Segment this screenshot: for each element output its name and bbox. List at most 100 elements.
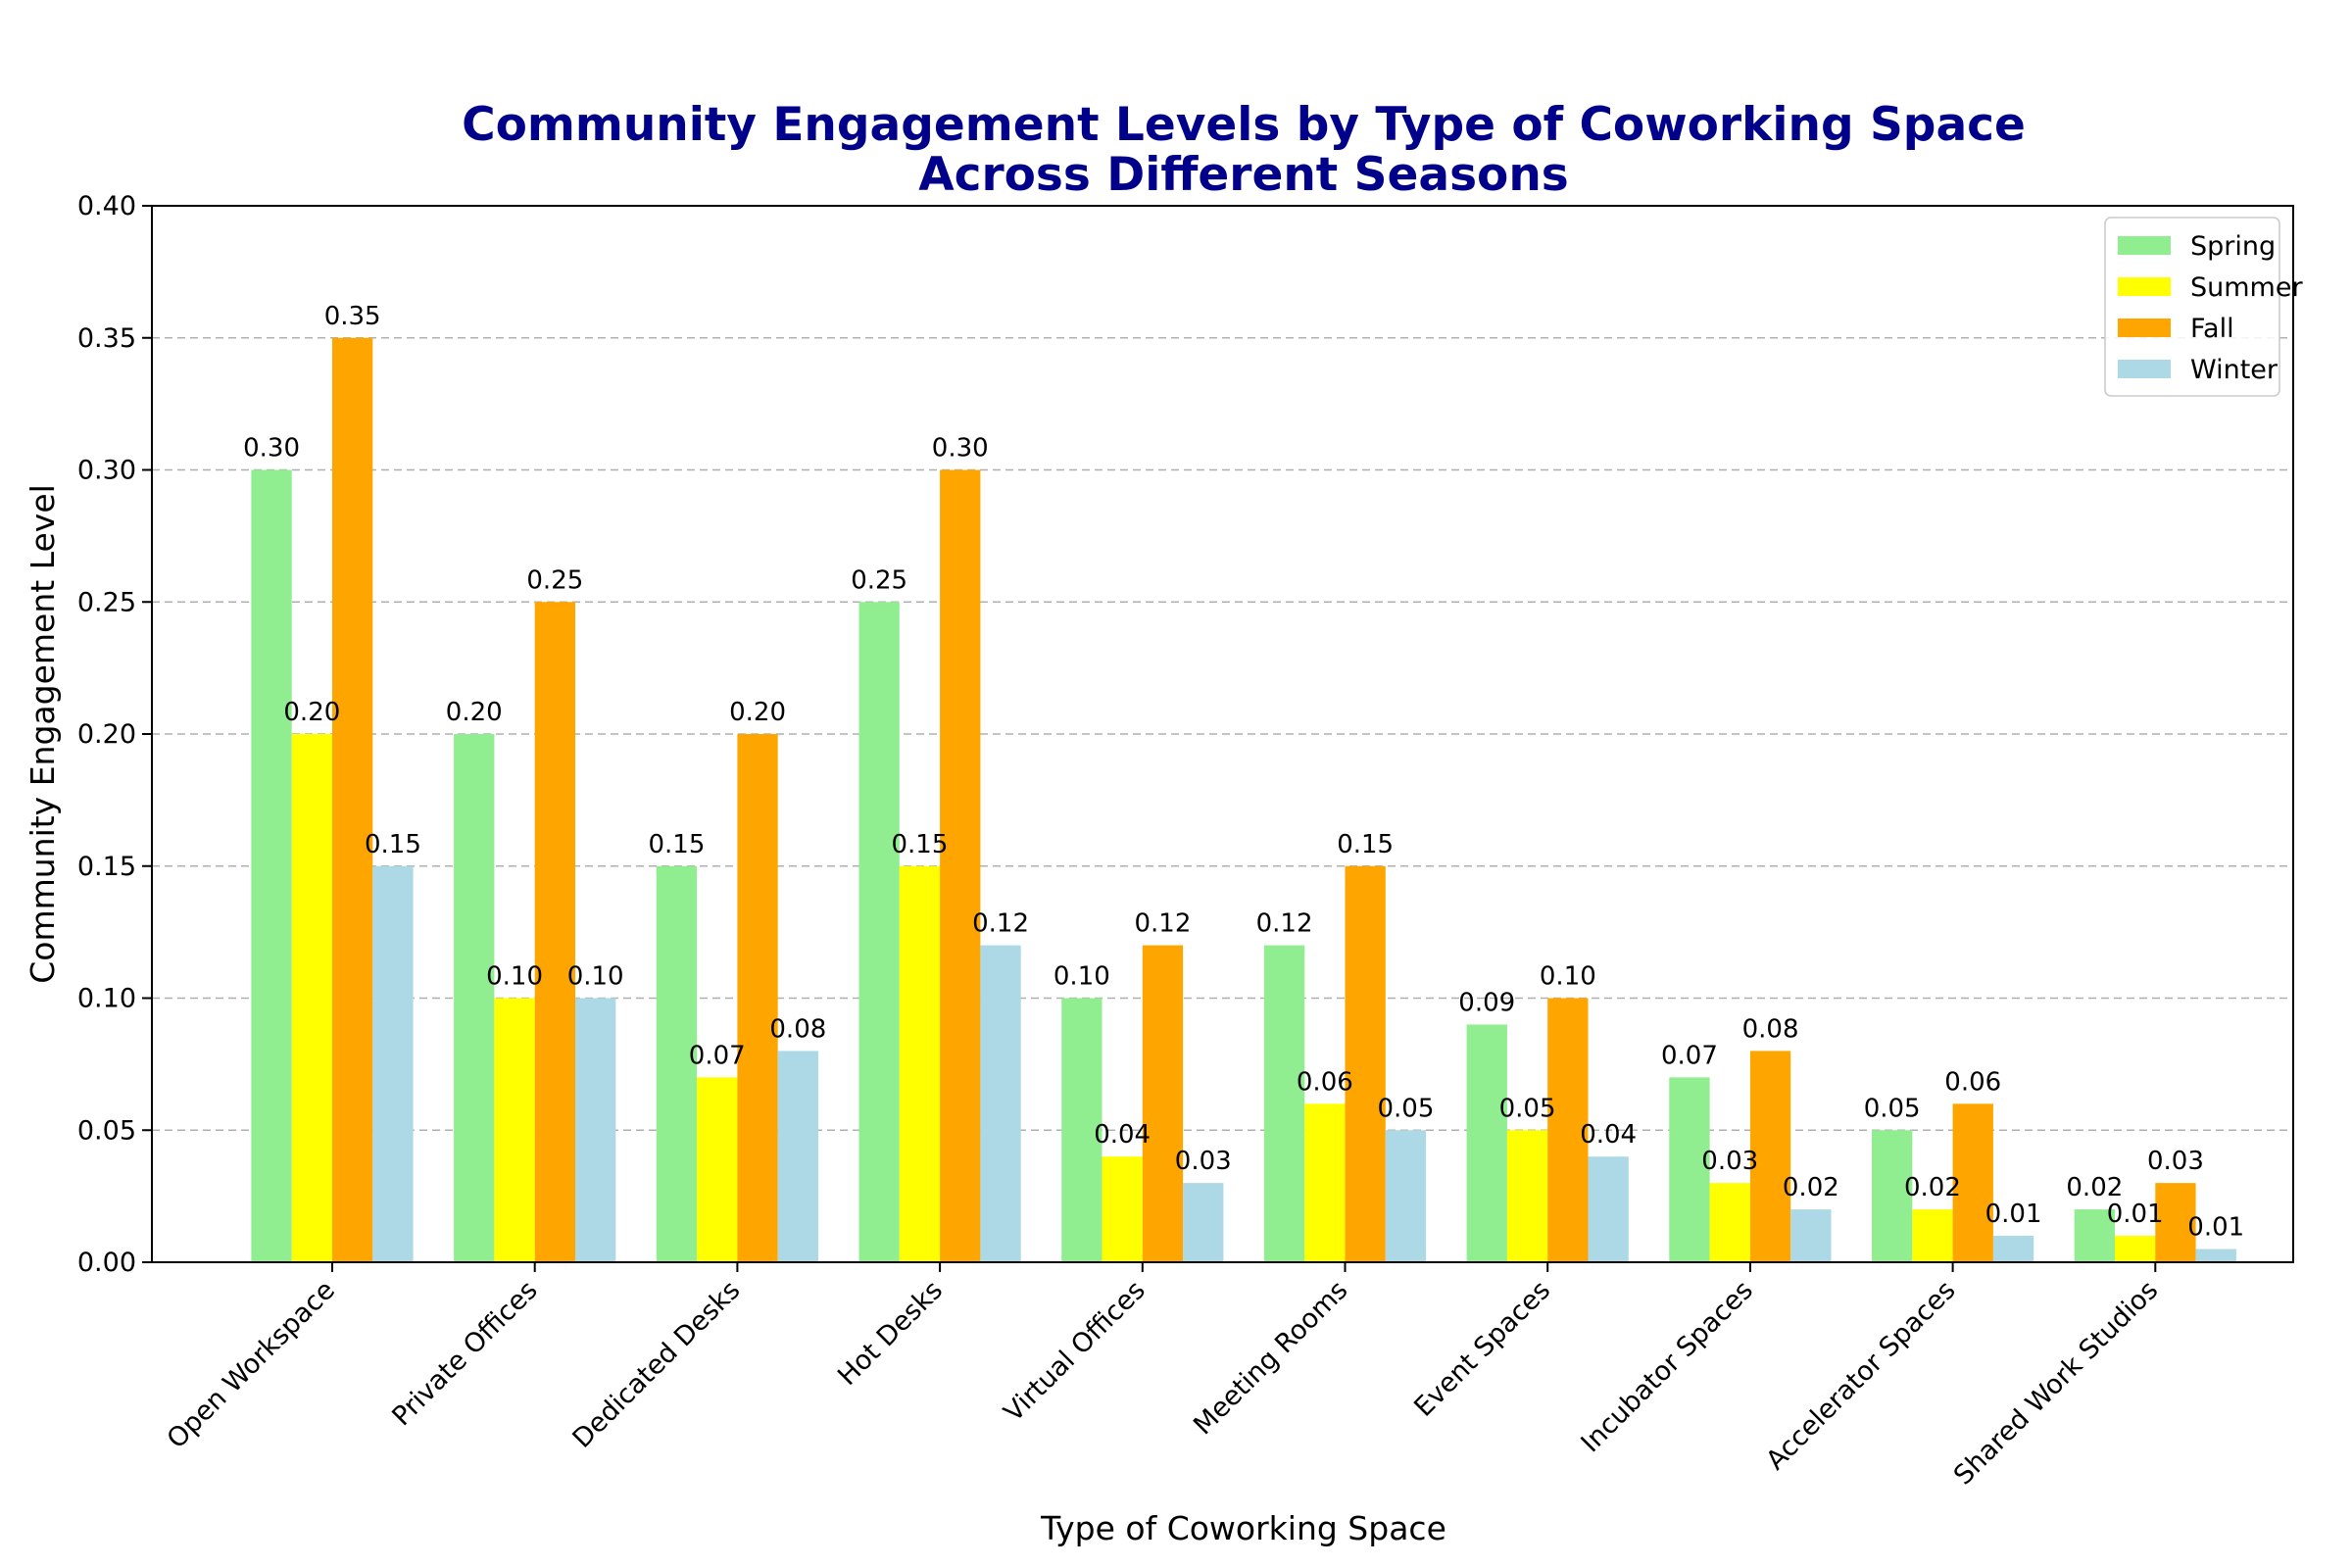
data-label: 0.12 [972,909,1029,939]
data-label: 0.09 [1458,988,1515,1017]
legend-label-fall: Fall [2190,314,2234,344]
legend-swatch-summer [2118,277,2171,296]
x-tick-label: Meeting Rooms [1188,1275,1353,1441]
bar-spring [2074,1209,2115,1262]
bar-fall [737,734,778,1262]
bar-fall [2155,1183,2196,1262]
y-axis-label: Community Engagement Level [24,484,62,984]
y-tick-label: 0.15 [77,852,136,882]
data-label: 0.05 [1864,1094,1921,1123]
data-label: 0.15 [1337,830,1394,859]
x-tick-label: Private Offices [386,1275,543,1432]
data-label: 0.01 [2187,1213,2244,1243]
bar-spring [1263,945,1305,1262]
data-label: 0.20 [446,698,503,727]
y-tick-label: 0.30 [77,456,136,486]
bar-fall [1345,865,1386,1262]
data-label: 0.04 [1580,1120,1637,1150]
y-axis-ticks: 0.00 0.05 0.10 0.15 0.20 0.25 0.30 0.35 0.40 [77,191,152,1278]
bar-summer [697,1077,738,1262]
chart-subtitle: Across Different Seasons [918,148,1569,202]
bars-group [251,337,2236,1262]
x-tick-label: Shared Work Studios [1948,1275,2164,1491]
bar-spring [656,865,698,1262]
bar-spring [1872,1130,1913,1262]
bar-spring [1061,998,1102,1262]
legend-label-spring: Spring [2190,231,2276,262]
legend-swatch-winter [2118,360,2171,378]
data-label: 0.05 [1499,1094,1556,1123]
data-label: 0.15 [892,830,949,859]
data-label: 0.35 [324,302,381,331]
bar-winter [1588,1156,1629,1262]
data-label: 0.20 [729,698,786,727]
data-labels-group: 0.30 0.20 0.15 0.25 0.10 0.12 0.09 0.07 0.05 0.02… [243,302,2244,1243]
data-label: 0.02 [2066,1173,2123,1202]
data-label: 0.10 [1054,962,1110,992]
data-label: 0.15 [649,830,706,859]
data-label: 0.25 [526,565,583,595]
data-label: 0.06 [1297,1067,1353,1097]
data-label: 0.06 [1944,1067,2001,1097]
x-tick-label: Dedicated Desks [567,1275,747,1454]
bar-winter [372,865,414,1262]
bar-fall [1749,1051,1791,1262]
bar-winter [1992,1236,2034,1262]
bar-winter [777,1051,818,1262]
bar-summer [899,865,941,1262]
data-label: 0.07 [689,1041,746,1070]
bar-fall [940,469,981,1262]
legend-label-winter: Winter [2190,355,2278,385]
bar-spring [454,734,495,1262]
y-tick-label: 0.05 [77,1115,136,1146]
data-label: 0.20 [283,698,340,727]
y-tick-label: 0.00 [77,1248,136,1278]
data-label: 0.04 [1094,1120,1151,1150]
x-axis-label: Type of Coworking Space [1040,1509,1446,1547]
data-label: 0.12 [1135,909,1192,939]
bar-winter [1385,1130,1427,1262]
bar-winter [2195,1249,2236,1262]
x-axis-ticks: Open Workspace Private Offices Dedicated D… [162,1262,2164,1491]
bar-summer [1102,1156,1143,1262]
data-label: 0.30 [243,434,300,464]
data-label: 0.25 [851,565,907,595]
bar-fall [534,602,575,1262]
data-label: 0.08 [1742,1014,1799,1044]
y-tick-label: 0.10 [77,984,136,1014]
bar-spring [1466,1024,1507,1262]
bar-fall [1142,945,1184,1262]
y-tick-label: 0.40 [77,191,136,221]
y-tick-label: 0.25 [77,587,136,617]
data-label: 0.05 [1378,1094,1435,1123]
legend-box [2104,217,2280,397]
data-label: 0.10 [1540,962,1596,992]
data-label: 0.01 [2107,1200,2164,1229]
bar-spring [1669,1077,1710,1262]
data-label: 0.03 [1701,1147,1758,1176]
legend: Spring Summer Fall Winter [2104,217,2303,397]
bar-spring [858,602,900,1262]
bar-fall [332,337,373,1262]
bar-summer [1304,1103,1346,1262]
data-label: 0.10 [567,962,624,992]
x-tick-label: Virtual Offices [999,1275,1152,1428]
bar-summer [1709,1183,1750,1262]
bar-summer [494,998,535,1262]
x-tick-label: Accelerator Spaces [1760,1275,1961,1476]
y-tick-label: 0.35 [77,323,136,354]
x-tick-label: Incubator Spaces [1576,1275,1759,1458]
legend-swatch-spring [2118,236,2171,255]
x-tick-label: Hot Desks [832,1275,949,1392]
data-label: 0.03 [2147,1147,2204,1176]
x-tick-label: Event Spaces [1408,1275,1556,1423]
bar-spring [251,469,292,1262]
bar-winter [1790,1209,1832,1262]
bar-summer [2115,1236,2156,1262]
data-label: 0.07 [1661,1041,1718,1070]
data-label: 0.10 [486,962,543,992]
data-label: 0.30 [932,434,989,464]
bar-fall [1952,1103,1993,1262]
